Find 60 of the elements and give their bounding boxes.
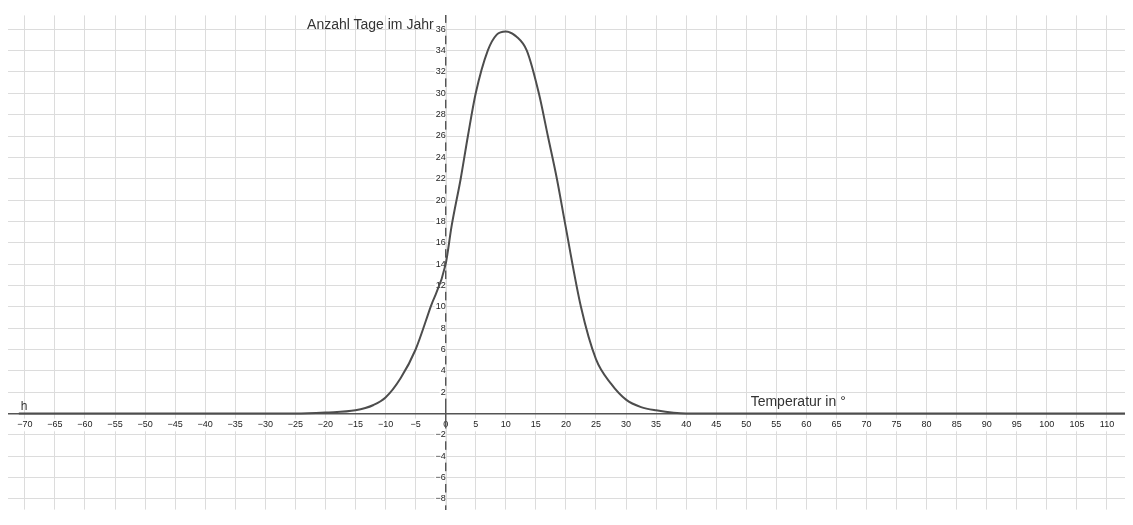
x-tick-label: 30 [621, 419, 632, 430]
x-tick-label: −55 [107, 419, 123, 430]
x-tick-label: −60 [77, 419, 93, 430]
x-tick-label: 60 [801, 419, 812, 430]
x-tick-label: 55 [771, 419, 782, 430]
x-tick-label: −10 [377, 419, 394, 430]
y-tick-label: 36 [435, 23, 446, 34]
x-tick-label: −45 [167, 419, 183, 430]
x-tick-label: 5 [473, 419, 479, 430]
x-tick-label: −65 [47, 419, 63, 430]
x-tick-label: 15 [530, 419, 541, 430]
x-tick-label: 95 [1011, 419, 1022, 430]
x-tick-label: −35 [227, 419, 243, 430]
x-tick-label: 65 [831, 419, 842, 430]
y-tick-label: −6 [435, 472, 446, 483]
x-tick-label: 80 [921, 419, 932, 430]
x-tick-label: 110 [1099, 419, 1115, 430]
y-tick-label: −8 [435, 493, 446, 504]
y-axis-title: Anzahl Tage im Jahr [307, 16, 434, 33]
x-tick-label: 25 [590, 419, 601, 430]
y-tick-label: 16 [435, 237, 446, 248]
y-tick-label: 8 [440, 322, 446, 333]
x-tick-label: −5 [410, 419, 421, 430]
x-tick-label: 105 [1069, 419, 1085, 430]
x-tick-label: 10 [500, 419, 511, 430]
y-tick-label: 6 [440, 343, 446, 354]
x-tick-label: −70 [17, 419, 33, 430]
x-tick-label: 35 [651, 419, 662, 430]
series-label: h [20, 398, 28, 413]
y-tick-label: 22 [435, 173, 446, 184]
y-tick-label: −4 [435, 450, 446, 461]
x-tick-label: 75 [891, 419, 902, 430]
x-tick-label: 85 [951, 419, 962, 430]
x-tick-label: −30 [257, 419, 273, 430]
y-tick-label: 14 [435, 258, 446, 269]
y-tick-label: −2 [435, 429, 446, 440]
x-tick-label: −50 [137, 419, 153, 430]
x-tick-label: 45 [711, 419, 722, 430]
x-axis-title: Temperatur in ° [750, 393, 846, 410]
y-tick-label: 20 [435, 194, 446, 205]
y-tick-label: 2 [440, 386, 446, 397]
x-tick-label: 100 [1039, 419, 1055, 430]
x-tick-label: −20 [317, 419, 334, 430]
x-tick-label: −40 [197, 419, 213, 430]
x-tick-label: 50 [741, 419, 752, 430]
y-tick-label: 34 [435, 45, 446, 56]
y-tick-label: 4 [440, 365, 446, 376]
y-tick-label: 28 [435, 109, 446, 120]
x-tick-label: 70 [861, 419, 872, 430]
y-tick-label: 30 [435, 87, 446, 98]
x-tick-label: 40 [681, 419, 692, 430]
x-tick-label: 20 [560, 419, 571, 430]
y-tick-label: 18 [435, 215, 446, 226]
y-tick-label: 24 [435, 151, 446, 162]
y-tick-label: 10 [435, 301, 446, 312]
y-tick-label: 26 [435, 130, 446, 141]
y-tick-label: 32 [435, 66, 446, 77]
x-tick-label: 90 [981, 419, 992, 430]
x-tick-label: −15 [347, 419, 364, 430]
x-tick-label: −25 [287, 419, 304, 430]
